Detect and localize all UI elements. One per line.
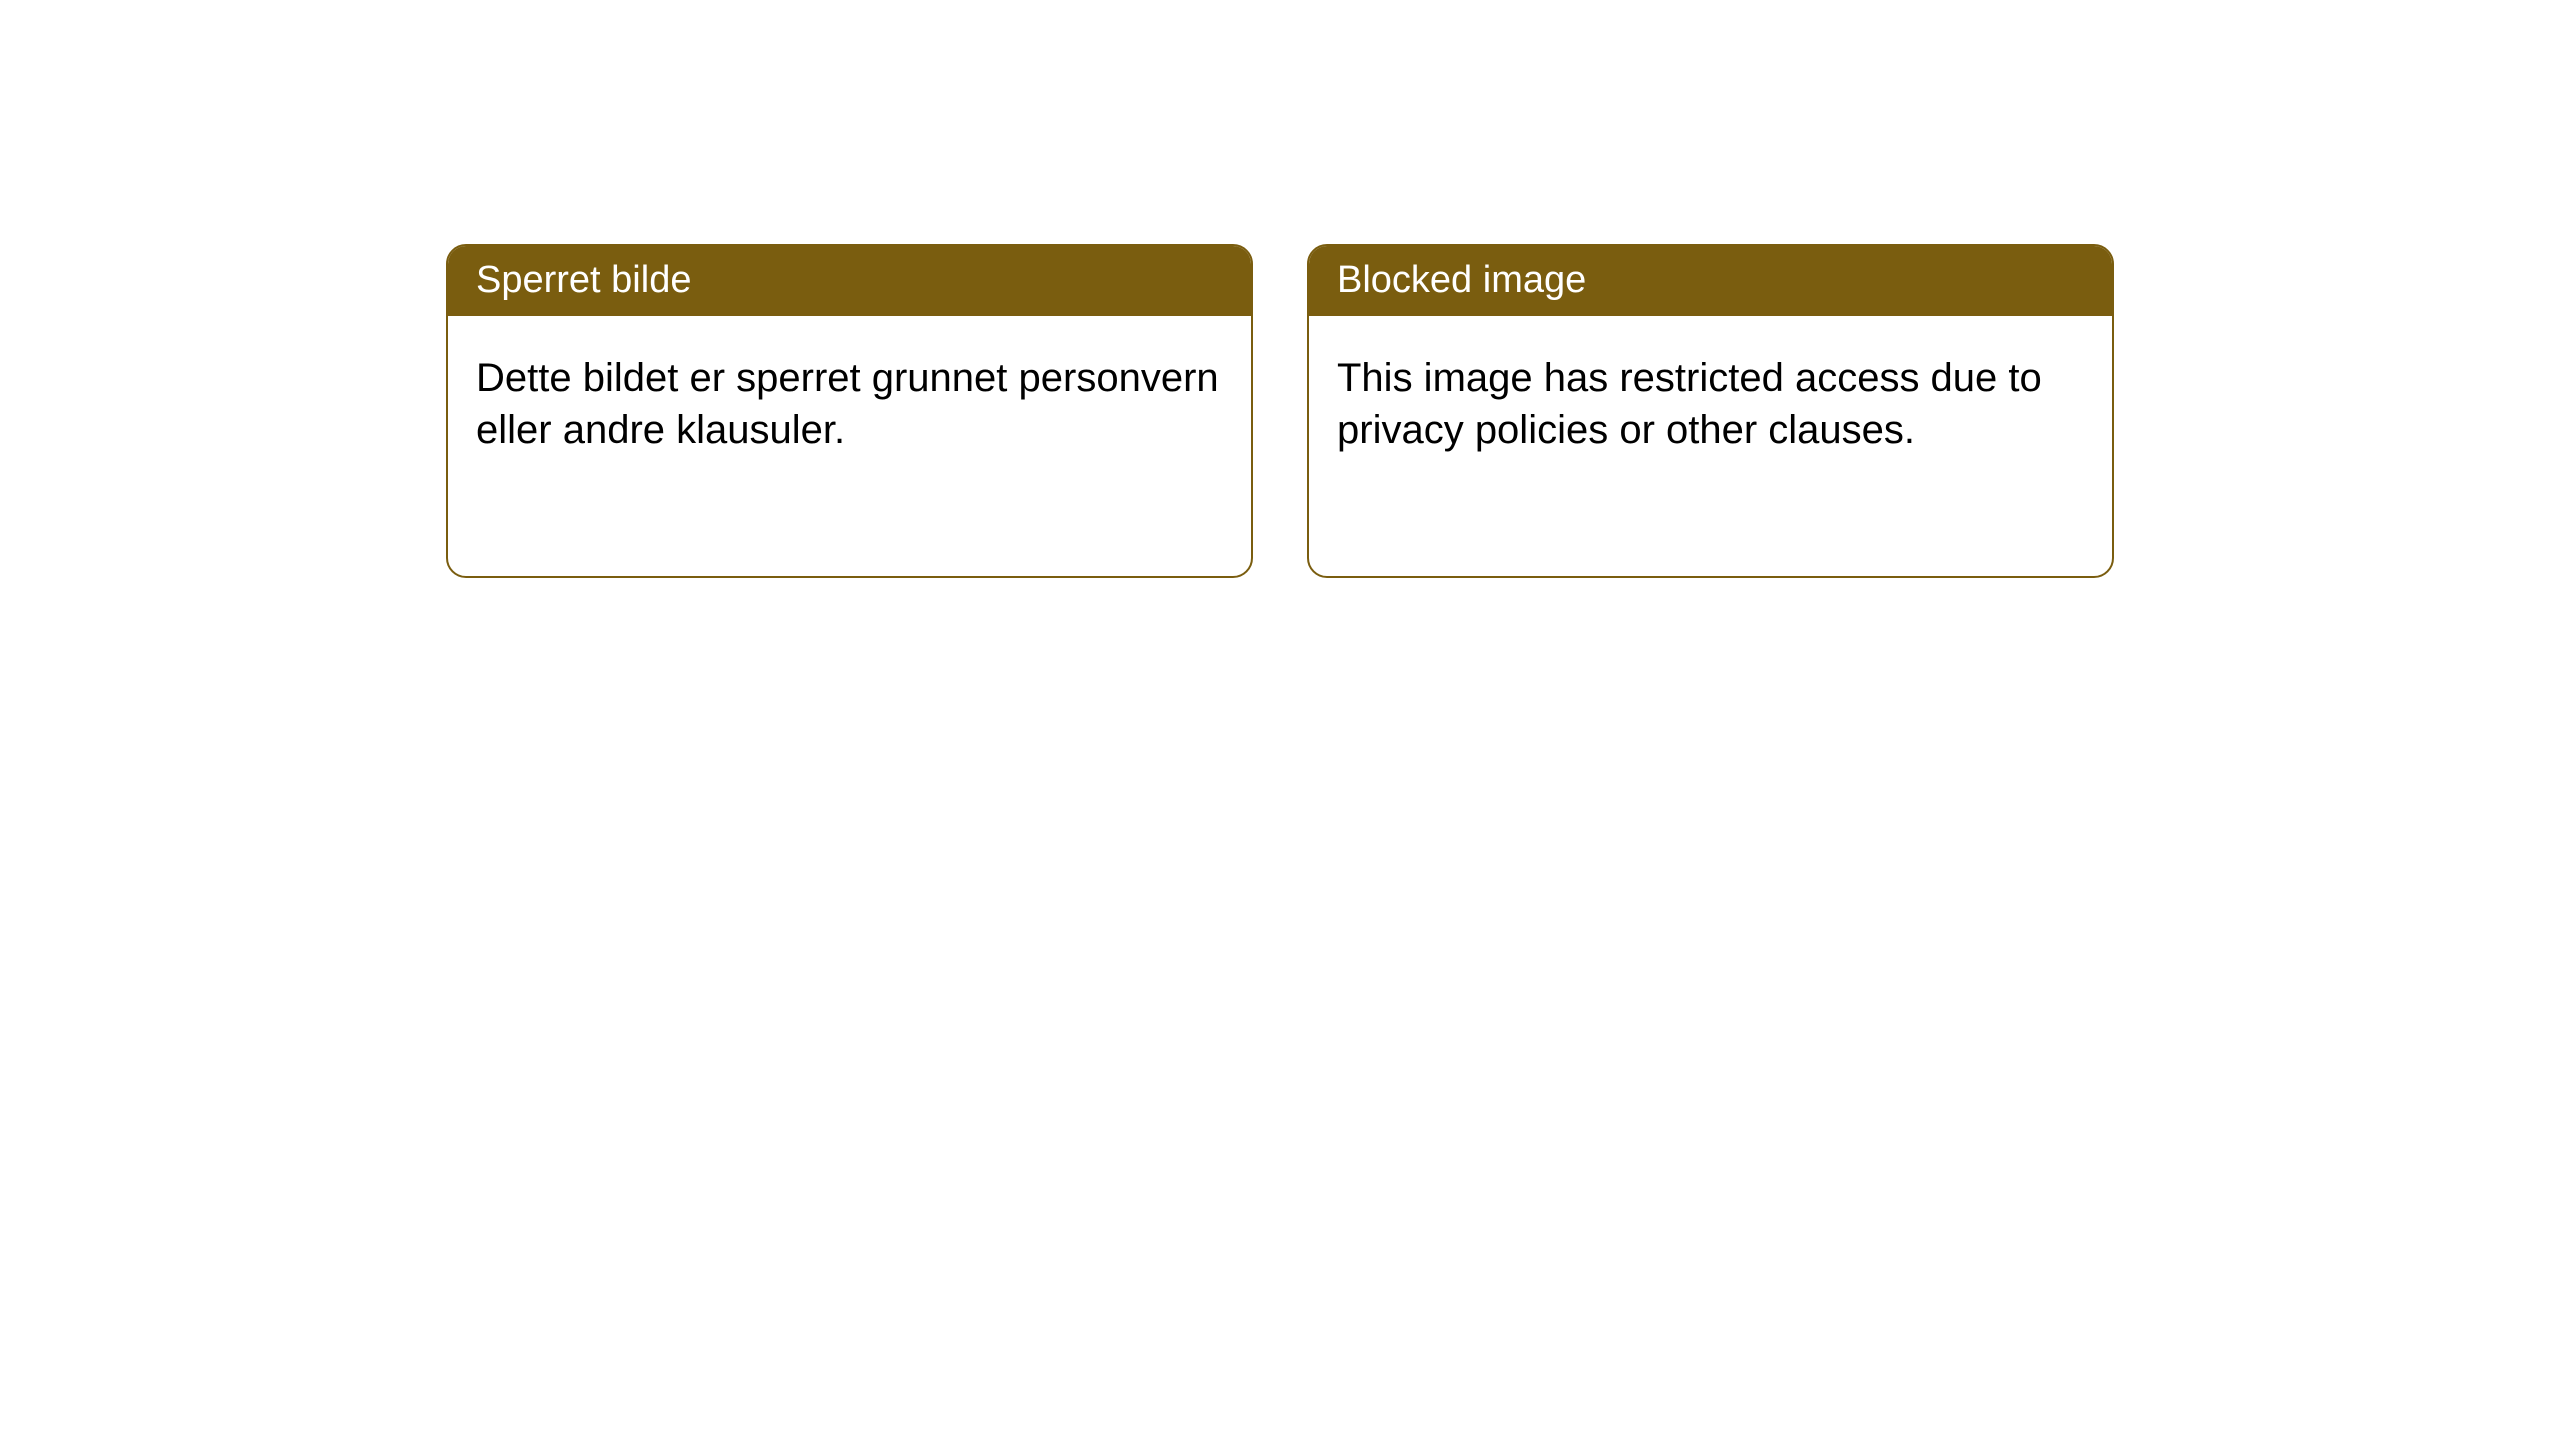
card-body-text: This image has restricted access due to …	[1309, 316, 2112, 492]
blocked-image-card-en: Blocked image This image has restricted …	[1307, 244, 2114, 578]
card-title: Blocked image	[1309, 246, 2112, 316]
notice-cards-container: Sperret bilde Dette bildet er sperret gr…	[0, 0, 2560, 578]
blocked-image-card-no: Sperret bilde Dette bildet er sperret gr…	[446, 244, 1253, 578]
card-title: Sperret bilde	[448, 246, 1251, 316]
card-body-text: Dette bildet er sperret grunnet personve…	[448, 316, 1251, 492]
